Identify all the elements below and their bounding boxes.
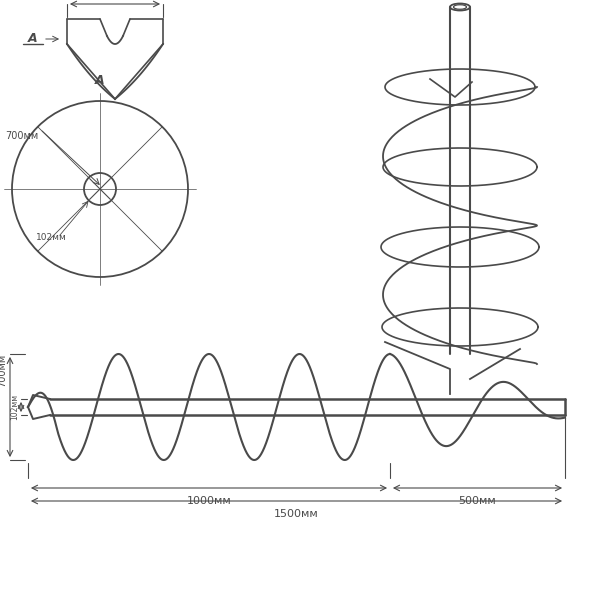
Text: A: A <box>28 33 38 45</box>
Text: 1000мм: 1000мм <box>187 496 231 506</box>
Text: 700мм: 700мм <box>5 132 38 141</box>
Text: 102мм: 102мм <box>36 233 67 242</box>
Text: 102мм: 102мм <box>10 394 19 420</box>
Text: 700мм: 700мм <box>0 354 7 387</box>
Text: 500мм: 500мм <box>459 496 497 506</box>
Text: 1500мм: 1500мм <box>274 509 319 519</box>
Text: A: A <box>95 74 105 87</box>
